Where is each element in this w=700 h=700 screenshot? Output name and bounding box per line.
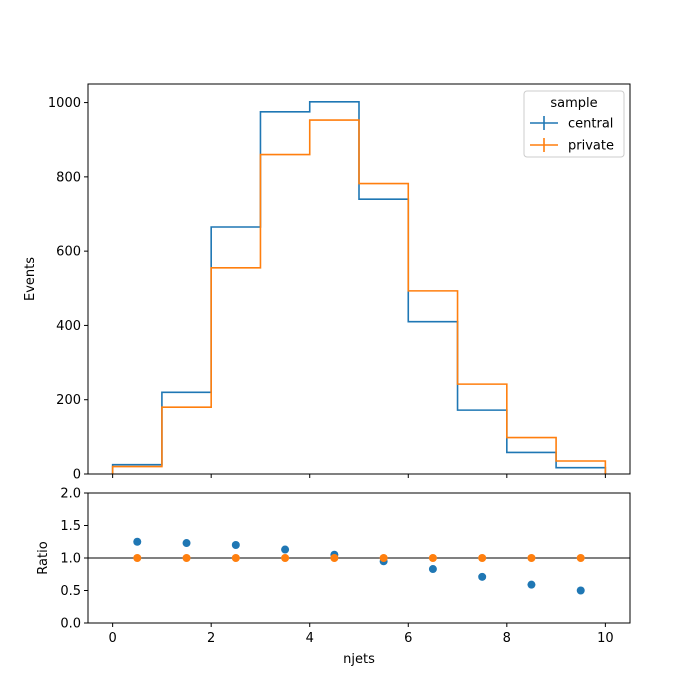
main-y-tick-label: 800 [56,170,81,185]
ratio-point-central [281,545,290,554]
histogram-private [111,119,607,474]
x-tick-label: 0 [108,631,116,646]
ratio-y-tick-label: 2.0 [60,487,81,502]
ratio-y-tick-label: 0.5 [60,584,81,599]
main-plot-frame [87,83,631,475]
ratio-point-private [281,554,290,562]
ratio-point-private [231,554,240,562]
legend-label-central: central [568,117,613,132]
x-tick-label: 8 [503,631,511,646]
ratio-point-private [133,554,142,562]
legend-box [523,90,625,158]
main-y-axis-label: Events [23,257,38,301]
ratio-point-central [231,541,240,549]
x-axis-label: njets [343,652,375,667]
main-panel: 0 200 400 600 800 1000 Events [23,83,631,483]
x-tick-label: 10 [597,631,614,646]
ratio-point-private [182,554,191,562]
ratio-point-central [133,537,142,546]
legend: sample central private [523,90,625,158]
main-x-ticks [112,474,606,478]
main-y-tick-label: 0 [73,468,81,483]
main-y-tick-label: 1000 [48,96,81,111]
x-tick-label: 6 [404,631,412,646]
ratio-y-axis-label: Ratio [36,541,51,574]
ratio-y-tick-label: 1.0 [60,552,81,567]
ratio-point-central [428,565,437,574]
histogram-series-group [111,101,607,474]
ratio-y-ticks: 0.0 0.5 1.0 1.5 2.0 [60,487,88,632]
ratio-point-central [182,539,191,548]
ratio-plot-frame [87,492,631,624]
main-y-tick-label: 400 [56,319,81,334]
ratio-point-private [428,554,437,562]
ratio-point-private [478,554,487,562]
ratio-x-ticks: 0 2 4 6 8 10 [108,623,614,646]
legend-entries: central private [530,116,614,154]
ratio-point-central [527,580,536,589]
legend-title: sample [550,96,597,111]
ratio-point-private [379,554,388,562]
ratio-point-private [330,554,339,562]
ratio-y-tick-label: 0.0 [60,617,81,632]
legend-label-private: private [568,139,614,154]
ratio-point-private [576,554,585,562]
ratio-y-tick-label: 1.5 [60,519,81,534]
ratio-panel: 0.0 0.5 1.0 1.5 2.0 0 2 4 6 8 10 Ratio njets [36,487,631,667]
x-tick-label: 4 [306,631,314,646]
main-y-tick-label: 200 [56,393,81,408]
ratio-points-group [133,537,585,595]
main-y-tick-label: 600 [56,245,81,260]
main-y-ticks: 0 200 400 600 800 1000 [48,96,88,483]
ratio-point-private [527,554,536,562]
ratio-point-central [576,586,585,595]
x-tick-label: 2 [207,631,215,646]
ratio-point-central [478,572,487,581]
